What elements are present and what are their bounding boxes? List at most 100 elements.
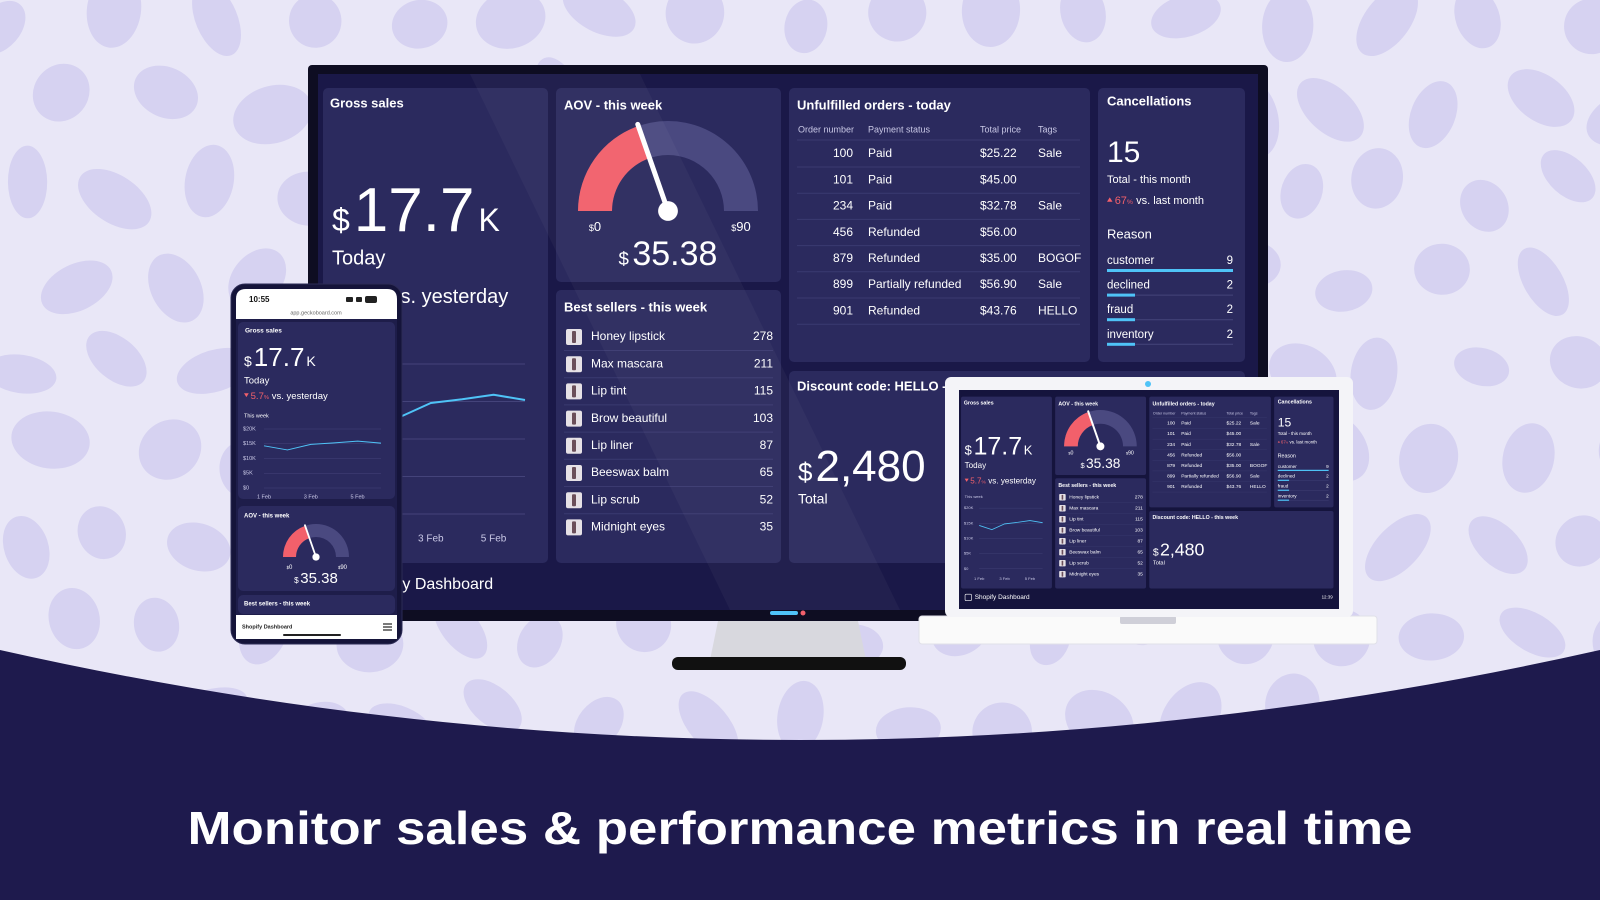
table-cell: BOGOF [1038,251,1081,265]
gross-value-part: $ [332,202,350,238]
y-tick-label: $20K [243,426,256,432]
table-cell: $56.90 [1226,474,1241,480]
gauge-min-part: $ [287,565,290,570]
table-cell: 879 [833,251,853,265]
reason-bar [1107,342,1135,346]
table-cell: Sale [1250,474,1260,480]
gauge-min-part: 0 [1070,450,1073,456]
cancellation-label: Total - this month [1278,431,1312,436]
product-name: Max mascara [1069,506,1098,512]
reason-bar [1277,469,1329,471]
reason-bar [1277,499,1290,501]
gross-period: Today [244,376,270,387]
reason-bar [1277,489,1290,491]
gauge-value: $35.38 [294,570,338,587]
table-cell: $35.00 [980,251,1017,265]
x-tick-label: 5 Feb [351,494,365,500]
pattern-blob [7,145,48,219]
pattern-blob [233,84,313,145]
product-name: Honey lipstick [591,329,666,343]
pattern-blob [1414,243,1470,295]
pattern-blob [1540,150,1596,203]
reason-bar [1107,293,1135,297]
status-icon [356,297,362,302]
card [238,506,395,591]
reason-value: 2 [1227,304,1233,316]
pattern-blob [1398,613,1465,661]
change-part: 5.7 [251,391,264,402]
gauge-value: $35.38 [1080,456,1120,471]
gauge-max: $90 [1126,450,1134,456]
table-cell: Refunded [1181,452,1202,458]
pattern-blob [562,0,636,37]
card [1055,478,1147,589]
reason-value: 2 [1326,474,1329,479]
card-title: AOV - this week [564,97,663,112]
gauge-fill [283,525,310,557]
table-cell: 879 [1167,463,1175,469]
reason-bar [1107,269,1233,272]
chart-title: This week [965,494,984,499]
product-icon-detail [1061,549,1064,555]
product-icon-detail [1061,516,1064,522]
pattern-blob [148,253,204,323]
table-cell: HELLO [1250,484,1266,490]
discount-value: $2,480 [1153,539,1205,559]
reason-value: 9 [1227,255,1233,267]
gauge-needle [635,121,671,214]
pattern-blob [1460,179,1509,232]
pattern-blob [2,515,50,579]
pattern-blob [665,0,725,44]
change: 5.7%vs. yesterday [970,477,1037,486]
gauge-min: $0 [589,219,601,234]
table-cell: Refunded [1181,463,1202,469]
pattern-blob [167,522,231,572]
gauge-max-part: 90 [1128,450,1134,456]
pattern-blob [1468,516,1528,574]
change-part: % [1127,199,1133,206]
product-icon-detail [1061,560,1064,566]
x-tick-label: 3 Feb [304,494,318,500]
product-value: 278 [753,329,773,343]
change-arrow [964,478,969,482]
x-tick-label: 3 Feb [999,576,1010,581]
y-tick-label: $20K [964,505,974,510]
card [556,290,781,563]
product-name: Lip scrub [1069,560,1089,566]
table-cell: $45.00 [980,172,1017,186]
change-part: % [264,395,269,401]
y-tick-label: $10K [964,536,974,541]
table-cell: HELLO [1038,303,1077,317]
pattern-blob [1151,0,1221,39]
y-tick-label: $15K [243,441,256,447]
product-value: 103 [1135,527,1143,533]
product-name: Brow beautiful [1069,527,1100,533]
product-value: 115 [1135,517,1143,523]
product-icon-detail [572,467,576,479]
headline: Monitor sales & performance metrics in r… [188,802,1413,854]
table-cell: Sale [1038,199,1062,213]
x-tick-label: 1 Feb [257,494,271,500]
pattern-blob [133,65,198,120]
reason-name: declined [1278,474,1296,479]
tv-indicator [770,611,798,615]
cancellation-value: 15 [1107,136,1140,169]
product-name: Brow beautiful [591,411,667,425]
footer-logo [964,593,972,601]
change-arrow [244,393,249,398]
reason-value: 2 [1227,280,1233,292]
product-icon-detail [1061,527,1064,533]
card [1149,396,1271,508]
table-cell: $43.76 [980,303,1017,317]
table-cell: $56.00 [980,225,1017,239]
table-cell: 234 [833,199,853,213]
card-title: Gross sales [245,328,282,335]
laptop-hinge [1120,616,1176,624]
pattern-blob [1350,337,1398,410]
pattern-blob [0,354,57,394]
gross-value-part: 17.7 [973,432,1022,460]
pattern-blob [1499,607,1566,658]
product-icon-detail [572,439,576,452]
gauge-hub [312,553,320,561]
